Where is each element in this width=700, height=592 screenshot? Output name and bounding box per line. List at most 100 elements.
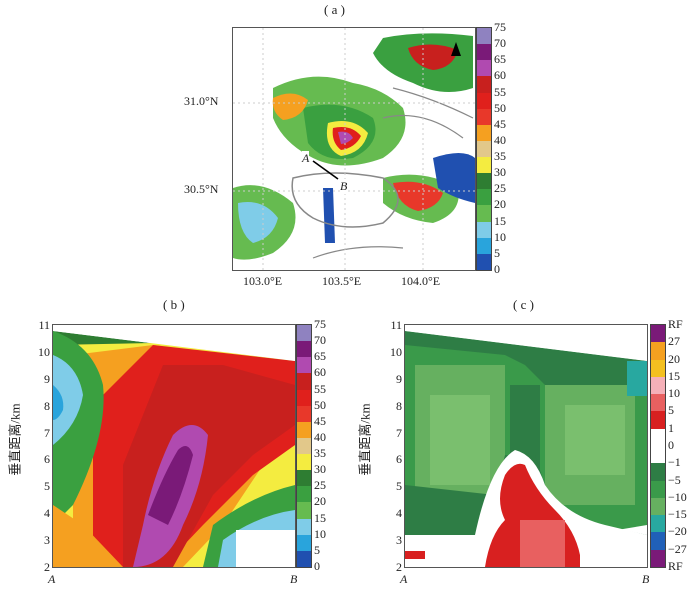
y-tick-label: 9 [396, 371, 402, 386]
colorbar-tick-label: −27 [668, 541, 687, 556]
colorbar-segment [477, 140, 491, 158]
colorbar-segment [297, 437, 311, 455]
panel-b-label: ( b ) [163, 297, 185, 312]
panel-b-ylabel: 垂直距离/km [7, 403, 23, 476]
colorbar-tick-label: 1 [668, 420, 674, 435]
panel-a-colorbar-ticks: 75 70 65 60 55 50 45 40 35 30 25 20 15 10 5 0 [494, 20, 524, 276]
colorbar-tick-label: 27 [668, 334, 680, 349]
colorbar-tick-label: 5 [668, 403, 674, 418]
y-tick-label: 10 [38, 344, 50, 359]
colorbar-segment [477, 92, 491, 109]
colorbar-segment [477, 221, 491, 238]
colorbar-tick-label: 0 [668, 438, 674, 452]
colorbar-tick-label: 25 [314, 478, 326, 493]
colorbar-segment [651, 359, 665, 377]
panel-b-x-start: A [48, 572, 56, 586]
panel-c-ylabel: 垂直距离/km [357, 403, 373, 476]
colorbar-segment [477, 60, 491, 77]
panel-a-lat-tick-2: 30.5°N [184, 182, 219, 196]
colorbar-segment [651, 325, 665, 343]
colorbar-segment [477, 205, 491, 222]
colorbar-segment [477, 253, 491, 270]
colorbar-tick-label: 20 [668, 351, 680, 366]
colorbar-tick-label: 30 [494, 165, 506, 180]
colorbar-tick-label: 25 [494, 181, 506, 196]
panel-c-label: ( c ) [513, 297, 534, 312]
colorbar-segment [297, 405, 311, 422]
panel-a-point-a: A [302, 151, 310, 166]
colorbar-tick-label: 0 [494, 262, 500, 276]
colorbar-tick-label: 50 [314, 397, 326, 412]
colorbar-segment [651, 411, 665, 429]
colorbar-tick-label: 55 [494, 84, 506, 99]
colorbar-tick-label: 65 [494, 52, 506, 67]
colorbar-segment [297, 470, 311, 487]
colorbar-tick-label: 15 [494, 213, 506, 228]
colorbar-segment [651, 497, 665, 516]
panel-b-colorbar-ticks: 75 70 65 60 55 50 45 40 35 30 25 20 15 10 5 0 [314, 317, 344, 573]
y-tick-label: 2 [44, 560, 50, 574]
colorbar-tick-label: 20 [314, 494, 326, 509]
colorbar-tick-label: 60 [314, 365, 326, 380]
colorbar-tick-label: 40 [314, 429, 326, 444]
colorbar-tick-label: RF [668, 317, 683, 331]
colorbar-segment [651, 549, 665, 567]
y-tick-label: 7 [44, 425, 50, 440]
colorbar-segment [651, 515, 665, 533]
y-tick-label: 6 [44, 452, 50, 467]
north-arrow-icon [451, 42, 461, 56]
colorbar-segment [297, 357, 311, 374]
panel-a-lat-tick-1: 31.0°N [184, 94, 219, 108]
colorbar-tick-label: 45 [314, 413, 326, 428]
colorbar-tick-label: 75 [494, 20, 506, 34]
colorbar-segment [651, 428, 665, 446]
colorbar-segment [297, 502, 311, 519]
panel-c-x-start: A [400, 572, 408, 586]
colorbar-tick-label: 60 [494, 68, 506, 83]
y-tick-label: 6 [396, 452, 402, 467]
y-tick-label: 9 [44, 371, 50, 386]
colorbar-segment [651, 480, 665, 498]
colorbar-segment [477, 108, 491, 125]
panel-c-colorbar-ticks: RF 27 20 15 10 5 1 0 −1 −5 −10 −15 −20 −27 RF [668, 317, 698, 573]
colorbar-tick-label: 35 [494, 149, 506, 164]
colorbar-segment [477, 237, 491, 254]
colorbar-segment [477, 124, 491, 141]
colorbar-tick-label: 15 [314, 510, 326, 525]
colorbar-tick-label: 10 [314, 526, 326, 541]
panel-a-lon-tick-3: 104.0°E [401, 274, 441, 288]
colorbar-segment [297, 389, 311, 406]
colorbar-tick-label: 55 [314, 381, 326, 396]
colorbar-segment [297, 421, 311, 438]
y-tick-label: 8 [396, 398, 402, 413]
colorbar-tick-label: −15 [668, 507, 687, 522]
y-tick-label: 3 [44, 533, 50, 548]
y-tick-label: 5 [396, 479, 402, 494]
colorbar-segment [297, 454, 311, 471]
colorbar-segment [651, 342, 665, 360]
colorbar-segment [477, 44, 491, 61]
colorbar-segment [651, 532, 665, 550]
colorbar-segment [297, 373, 311, 390]
colorbar-segment [477, 76, 491, 93]
panel-a-point-b: B [340, 179, 348, 194]
colorbar-segment [297, 550, 311, 567]
colorbar-tick-label: 10 [494, 229, 506, 244]
y-tick-label: 4 [396, 506, 402, 521]
panel-b-y-ticks: 11 10 9 8 7 6 5 4 3 2 [30, 318, 50, 574]
y-tick-label: 10 [390, 344, 402, 359]
y-tick-label: 2 [396, 560, 402, 574]
colorbar-tick-label: 50 [494, 100, 506, 115]
colorbar-tick-label: −5 [668, 472, 681, 487]
y-tick-label: 7 [396, 425, 402, 440]
colorbar-segment [297, 341, 311, 358]
colorbar-segment [651, 376, 665, 395]
y-tick-label: 8 [44, 398, 50, 413]
colorbar-segment [477, 157, 491, 174]
colorbar-segment [651, 394, 665, 412]
colorbar-segment [477, 189, 491, 206]
panel-a-lon-tick-1: 103.0°E [243, 274, 283, 288]
panel-c-y-ticks: 11 10 9 8 7 6 5 4 3 2 [382, 318, 402, 574]
colorbar-segment [297, 486, 311, 503]
colorbar-tick-label: 10 [668, 386, 680, 401]
